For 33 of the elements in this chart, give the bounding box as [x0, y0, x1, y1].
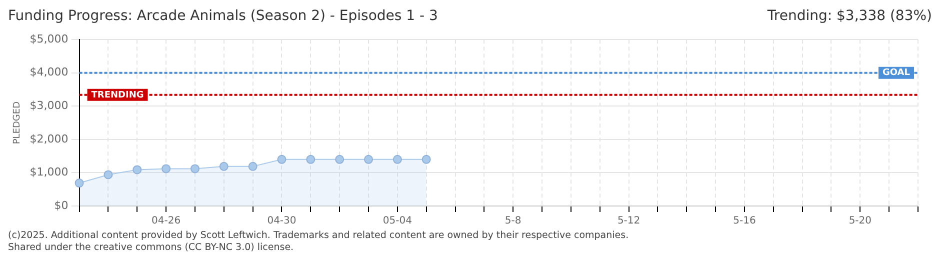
- point: [422, 154, 431, 164]
- ref-line-label: GOAL: [882, 68, 910, 78]
- point: [277, 154, 286, 164]
- x-tick-label: 5-12: [617, 216, 640, 227]
- point: [219, 162, 228, 171]
- y-tick-label: $2,000: [30, 132, 68, 146]
- point: [132, 165, 142, 174]
- text: (c)2025. Additional content provided by Scott Leftwich. Trademarks and related content are owned by their respective companies.: [8, 230, 630, 242]
- y-axis-title: PLEDGED: [12, 101, 23, 144]
- point: [364, 154, 373, 164]
- ref-line-label: TRENDING: [91, 90, 144, 100]
- y-tick-label: $4,000: [30, 66, 68, 79]
- chart-title: Funding Progress: Arcade Animals (Season 2) - Episodes 1 - 3: [8, 8, 438, 26]
- x-tick-label: 05-04: [382, 216, 412, 227]
- point: [392, 154, 402, 164]
- y-tick-label: $5,000: [30, 32, 68, 46]
- x-tick-label: 04-30: [267, 216, 296, 227]
- point: [335, 154, 344, 164]
- y-tick-label: $0: [54, 198, 68, 212]
- point: [162, 164, 171, 174]
- x-tick-label: 5-8: [504, 216, 522, 227]
- point: [306, 154, 316, 164]
- x-tick-label: 5-16: [733, 216, 756, 227]
- y-tick-label: $3,000: [30, 99, 68, 112]
- chart-subtitle: Trending: $3,338 (83%): [767, 8, 932, 26]
- point: [74, 178, 84, 188]
- point: [104, 170, 113, 180]
- text: Shared under the creative commons (CC BY-NC 3.0) license.: [8, 242, 295, 254]
- y-tick-label: $1,000: [30, 166, 68, 179]
- point: [248, 162, 258, 171]
- point: [190, 164, 200, 174]
- x-tick-label: 5-20: [848, 216, 872, 227]
- x-tick-label: 04-26: [152, 216, 181, 227]
